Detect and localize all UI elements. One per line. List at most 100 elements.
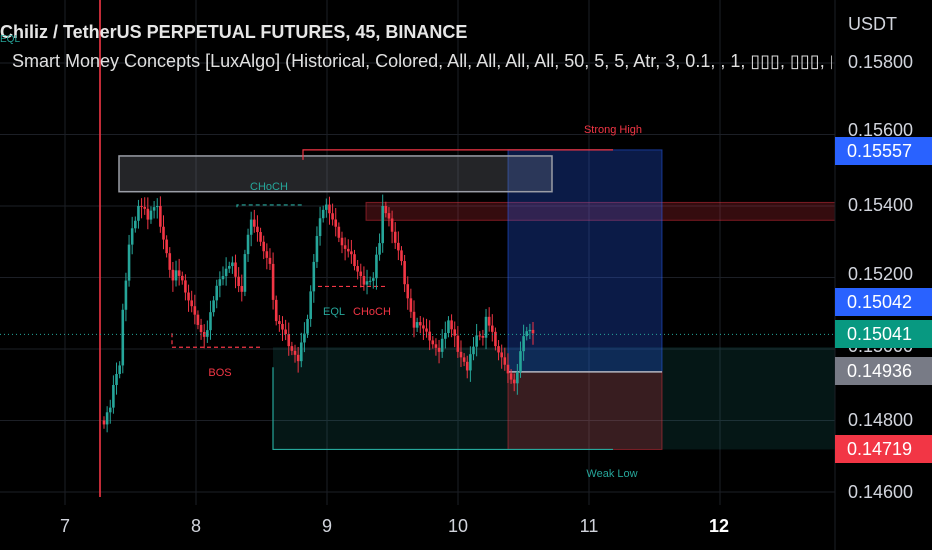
candle-body: [490, 325, 494, 332]
candle-body: [284, 329, 287, 334]
candle-body: [497, 346, 500, 353]
y-tick-label: 0.15600: [848, 120, 914, 140]
indicator-legend[interactable]: Smart Money Concepts [LuxAlgo] (Historic…: [12, 51, 832, 71]
candle-body: [312, 261, 316, 292]
candle-body: [137, 206, 140, 221]
candle-body: [168, 253, 172, 270]
candle-body: [321, 209, 325, 219]
candle-body: [243, 254, 247, 292]
candle-body: [246, 234, 250, 255]
candle-body: [237, 276, 240, 287]
candle-body: [206, 330, 209, 337]
annotation-choch-bull: CHoCH: [250, 181, 288, 193]
candle-body: [328, 204, 331, 214]
candle-body: [293, 350, 297, 355]
candle-body: [234, 262, 237, 277]
candle-body: [406, 284, 410, 299]
candle-body: [268, 257, 272, 264]
candle-body: [487, 316, 491, 326]
candle-body: [318, 218, 322, 237]
candle-body: [190, 300, 193, 307]
candle-body: [503, 357, 507, 365]
candle-body: [209, 312, 212, 331]
candle-body: [274, 299, 278, 322]
candle-body: [231, 262, 234, 267]
candle-body: [299, 342, 303, 362]
candle-body: [253, 219, 256, 227]
candle-body: [155, 206, 159, 208]
candle-body: [134, 220, 137, 229]
candle-body: [159, 206, 162, 227]
candle-body: [108, 407, 112, 413]
candle-body: [165, 239, 168, 254]
candle-body: [196, 314, 200, 325]
annotation-strong-high: Strong High: [583, 124, 643, 136]
candle-body: [309, 291, 312, 319]
candle-body: [390, 218, 394, 232]
annotation-eql: EQL: [322, 306, 346, 318]
candle-body: [412, 311, 416, 328]
candle-body: [184, 280, 187, 293]
candle-body: [469, 354, 472, 371]
y-tick-label: 0.15400: [848, 195, 914, 215]
candle-body: [343, 245, 347, 249]
candle-body: [362, 276, 366, 285]
candle-body: [265, 251, 269, 258]
candle-body: [102, 420, 106, 425]
candle-body: [177, 270, 181, 276]
candle-body: [334, 219, 338, 227]
candle-body: [240, 286, 244, 292]
candle-body: [506, 364, 510, 374]
grey-order-block: [118, 155, 553, 193]
candle-body: [484, 316, 488, 338]
annotation-choch-bear: CHoCH: [353, 306, 391, 318]
candle-body: [450, 320, 453, 330]
candle-body: [365, 281, 369, 285]
candle-body: [296, 354, 300, 362]
x-tick-label: 10: [447, 516, 469, 536]
candle-body: [105, 412, 109, 425]
price-label-entry: 0.14936: [835, 357, 932, 385]
candle-body: [143, 206, 147, 209]
candle-body: [118, 365, 121, 374]
candle-body: [431, 340, 435, 345]
candle-body: [193, 306, 197, 315]
price-label-last: 0.15041: [835, 320, 932, 348]
strong-high-line: [302, 149, 613, 160]
candle-body: [171, 269, 175, 281]
candle-body: [525, 331, 529, 337]
candle-body: [453, 329, 457, 336]
candle-body: [516, 371, 519, 384]
candle-body: [465, 361, 469, 371]
candle-body: [259, 232, 262, 242]
candle-body: [221, 276, 225, 280]
candle-body: [359, 271, 363, 277]
candle-body: [475, 335, 478, 347]
candle-body: [353, 254, 356, 267]
currency-label[interactable]: USDT: [848, 14, 897, 34]
candle-body: [387, 213, 391, 219]
candle-body: [180, 275, 184, 281]
candle-body: [350, 251, 353, 255]
candle-body: [340, 237, 344, 246]
y-tick-label: 0.15200: [848, 264, 914, 284]
candle-body: [215, 285, 219, 301]
candle-body: [281, 323, 284, 330]
candle-body: [303, 333, 306, 343]
candle-body: [290, 346, 294, 351]
y-tick-label: 0.14600: [848, 482, 914, 502]
x-tick-label: 8: [190, 516, 202, 536]
candle-body: [381, 206, 384, 244]
candle-body: [315, 236, 319, 262]
candle-body: [115, 373, 118, 386]
candle-body: [306, 318, 309, 334]
candle-body: [397, 242, 400, 251]
candle-body: [462, 357, 466, 362]
candle-body: [500, 352, 503, 358]
candle-body: [162, 226, 165, 240]
candle-body: [152, 207, 156, 211]
candle-body: [218, 279, 222, 286]
candle-body: [271, 263, 275, 300]
y-tick-label: 0.15800: [848, 52, 914, 72]
